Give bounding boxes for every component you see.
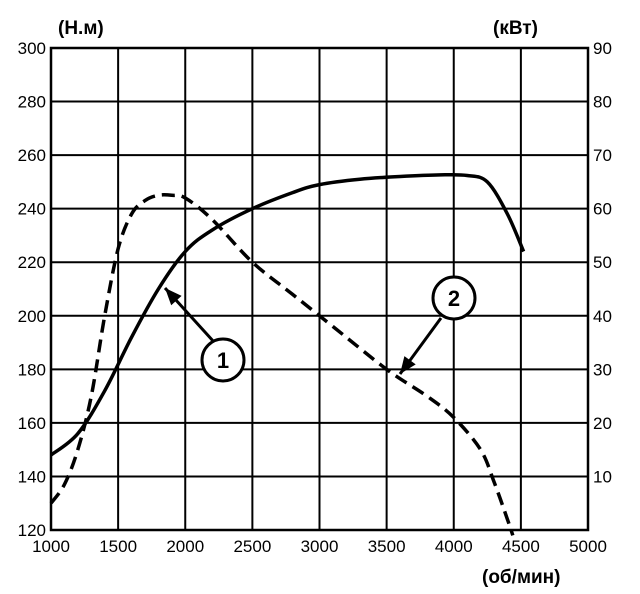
y-left-tick-label: 300 (18, 39, 46, 58)
x-tick-label: 4500 (502, 537, 540, 556)
x-tick-label: 3000 (301, 537, 339, 556)
callout-1-arrow-head (165, 288, 182, 306)
callout-1-number: 1 (217, 348, 229, 373)
x-tick-label: 3500 (368, 537, 406, 556)
series-2-torque-line (49, 193, 515, 536)
x-tick-label: 1500 (99, 537, 137, 556)
series-1-power-line (49, 172, 526, 457)
callout-2-number: 2 (448, 286, 460, 311)
x-tick-label: 1000 (32, 537, 70, 556)
y-left-tick-label: 120 (18, 521, 46, 540)
y-left-tick-label: 200 (18, 307, 46, 326)
x-tick-label: 5000 (569, 537, 607, 556)
y-left-tick-label: 140 (18, 467, 46, 486)
y-right-tick-label: 80 (593, 93, 612, 112)
y-right-tick-label: 20 (593, 414, 612, 433)
x-axis-ticks: 1000 1500 2000 2500 3000 3500 4000 4500 5000 (32, 537, 607, 556)
callout-1-circle (200, 337, 246, 383)
grid (51, 48, 588, 530)
callouts: 12 (163, 275, 477, 383)
callout-2-circle (431, 275, 477, 321)
y-right-tick-label: 10 (593, 467, 612, 486)
y-right-tick-label: 90 (593, 39, 612, 58)
left-axis-ticks: 120 140 160 180 200 220 240 260 280 300 (18, 39, 46, 540)
y-right-tick-label: 50 (593, 253, 612, 272)
y-left-unit-label: (Н.м) (58, 18, 104, 39)
x-axis-unit-label: (об/мин) (482, 567, 561, 588)
y-right-tick-label: 40 (593, 307, 612, 326)
x-tick-label: 2000 (166, 537, 204, 556)
y-right-tick-label: 70 (593, 146, 612, 165)
y-left-tick-label: 220 (18, 253, 46, 272)
y-right-unit-label: (кВт) (493, 18, 538, 39)
callout-2-arrow-head (400, 356, 416, 374)
x-tick-label: 2500 (233, 537, 271, 556)
y-left-tick-label: 160 (18, 414, 46, 433)
right-axis-ticks: 10 20 30 40 50 60 70 80 90 (593, 39, 612, 486)
plot-frame (49, 46, 590, 532)
series-layer (49, 172, 526, 536)
y-right-tick-label: 30 (593, 360, 612, 379)
y-left-tick-label: 260 (18, 146, 46, 165)
plot-border (49, 46, 590, 532)
x-tick-label: 4000 (435, 537, 473, 556)
y-left-tick-label: 180 (18, 360, 46, 379)
y-left-tick-label: 280 (18, 93, 46, 112)
y-left-tick-label: 240 (18, 200, 46, 219)
y-right-tick-label: 60 (593, 200, 612, 219)
